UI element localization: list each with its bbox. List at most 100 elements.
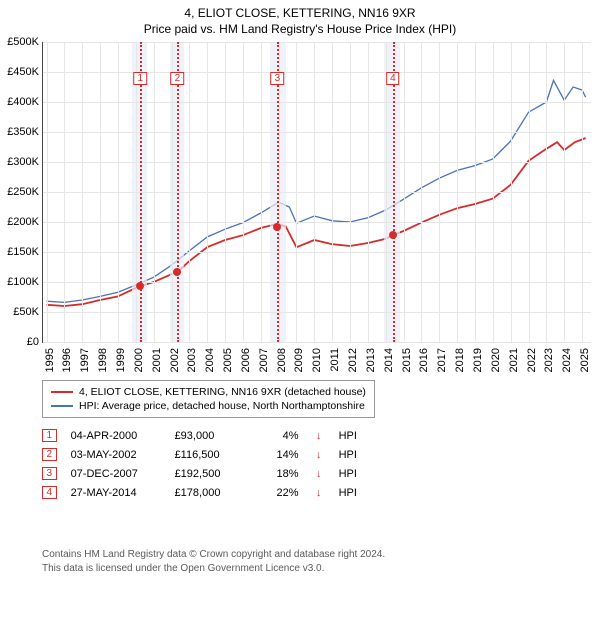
- gridline-v: [404, 42, 405, 342]
- x-axis-label: 2008: [276, 348, 288, 372]
- x-axis-label: 2012: [347, 348, 359, 372]
- tx-price: £116,500: [175, 449, 245, 461]
- gridline-h: [43, 342, 591, 343]
- y-axis-label: £200K: [7, 216, 43, 228]
- marker-badge: 2: [171, 72, 185, 85]
- gridline-h: [43, 72, 591, 73]
- x-axis-label: 2015: [401, 348, 413, 372]
- x-axis-label: 2018: [454, 348, 466, 372]
- gridline-v: [457, 42, 458, 342]
- x-axis-label: 2001: [151, 348, 163, 372]
- tx-date: 27-MAY-2014: [71, 487, 161, 499]
- tx-price: £192,500: [175, 468, 245, 480]
- y-axis-label: £150K: [7, 246, 43, 258]
- gridline-v: [350, 42, 351, 342]
- chart-title-2: Price paid vs. HM Land Registry's House …: [0, 20, 600, 36]
- tx-date: 03-MAY-2002: [71, 449, 161, 461]
- legend-swatch: [51, 391, 73, 393]
- transaction-row: 4 27-MAY-2014 £178,000 22% ↓ HPI: [42, 483, 357, 502]
- y-axis-label: £500K: [7, 36, 43, 48]
- gridline-v: [64, 42, 65, 342]
- gridline-v: [189, 42, 190, 342]
- transaction-row: 104-APR-2000£93,0004%↓HPI: [42, 426, 357, 445]
- chart-title-1: 4, ELIOT CLOSE, KETTERING, NN16 9XR: [0, 0, 600, 20]
- gridline-v: [243, 42, 244, 342]
- gridline-v: [100, 42, 101, 342]
- down-arrow-icon: ↓: [313, 487, 325, 499]
- gridline-v: [582, 42, 583, 342]
- gridline-h: [43, 132, 591, 133]
- y-axis-label: £50K: [13, 306, 43, 318]
- gridline-v: [493, 42, 494, 342]
- legend-item: HPI: Average price, detached house, Nort…: [51, 399, 366, 413]
- tx-pct: 4%: [259, 430, 299, 442]
- x-axis-label: 2025: [579, 348, 591, 372]
- transaction-table: 104-APR-2000£93,0004%↓HPI203-MAY-2002£11…: [42, 426, 357, 502]
- x-axis-label: 2024: [561, 348, 573, 372]
- legend-item: 4, ELIOT CLOSE, KETTERING, NN16 9XR (det…: [51, 385, 366, 399]
- gridline-v: [207, 42, 208, 342]
- x-axis-label: 2020: [490, 348, 502, 372]
- gridline-v: [475, 42, 476, 342]
- gridline-v: [314, 42, 315, 342]
- tx-hpi-label: HPI: [339, 487, 357, 499]
- footer-note: Contains HM Land Registry data © Crown c…: [42, 548, 385, 575]
- y-axis-label: £250K: [7, 186, 43, 198]
- x-axis-label: 2009: [293, 348, 305, 372]
- tx-price: £178,000: [175, 487, 245, 499]
- marker-dot: [173, 268, 181, 276]
- tx-pct: 14%: [259, 449, 299, 461]
- marker-badge: 1: [134, 72, 148, 85]
- gridline-h: [43, 192, 591, 193]
- gridline-v: [368, 42, 369, 342]
- tx-badge: 1: [42, 429, 57, 442]
- down-arrow-icon: ↓: [313, 468, 325, 480]
- x-axis-label: 2003: [186, 348, 198, 372]
- x-axis-label: 2000: [133, 348, 145, 372]
- tx-date: 04-APR-2000: [71, 430, 161, 442]
- tx-badge: 4: [42, 486, 57, 499]
- x-axis-label: 1997: [79, 348, 91, 372]
- gridline-v: [82, 42, 83, 342]
- x-axis-label: 1998: [97, 348, 109, 372]
- transaction-row: 203-MAY-2002£116,50014%↓HPI: [42, 445, 357, 464]
- marker-badge: 3: [271, 72, 285, 85]
- marker-dot: [273, 223, 281, 231]
- y-axis-label: £0: [27, 336, 43, 348]
- marker-line: [393, 42, 395, 342]
- tx-pct: 22%: [259, 487, 299, 499]
- x-axis-label: 2016: [418, 348, 430, 372]
- marker-dot: [136, 282, 144, 290]
- gridline-v: [564, 42, 565, 342]
- x-axis-label: 1995: [44, 348, 56, 372]
- gridline-v: [439, 42, 440, 342]
- gridline-v: [154, 42, 155, 342]
- y-axis-label: £100K: [7, 276, 43, 288]
- gridline-v: [511, 42, 512, 342]
- legend-label: 4, ELIOT CLOSE, KETTERING, NN16 9XR (det…: [79, 386, 366, 398]
- x-axis-label: 2013: [365, 348, 377, 372]
- gridline-v: [296, 42, 297, 342]
- x-axis-label: 1999: [115, 348, 127, 372]
- x-axis-label: 2002: [169, 348, 181, 372]
- down-arrow-icon: ↓: [313, 430, 325, 442]
- plot-area: £0£50K£100K£150K£200K£250K£300K£350K£400…: [42, 42, 591, 343]
- marker-badge: 4: [386, 72, 400, 85]
- x-axis-label: 2005: [222, 348, 234, 372]
- transaction-row: 307-DEC-2007£192,50018%↓HPI: [42, 464, 357, 483]
- footer-line-1: Contains HM Land Registry data © Crown c…: [42, 548, 385, 562]
- gridline-v: [332, 42, 333, 342]
- gridline-v: [47, 42, 48, 342]
- legend-label: HPI: Average price, detached house, Nort…: [79, 400, 365, 412]
- gridline-h: [43, 162, 591, 163]
- x-axis-label: 2011: [329, 348, 341, 372]
- x-axis-label: 2017: [436, 348, 448, 372]
- x-axis-label: 2014: [383, 348, 395, 372]
- x-axis-label: 2022: [526, 348, 538, 372]
- x-axis-label: 2007: [258, 348, 270, 372]
- x-axis-label: 2023: [543, 348, 555, 372]
- tx-date: 07-DEC-2007: [71, 468, 161, 480]
- chart-container: 4, ELIOT CLOSE, KETTERING, NN16 9XR Pric…: [0, 0, 600, 620]
- gridline-v: [529, 42, 530, 342]
- y-axis-label: £300K: [7, 156, 43, 168]
